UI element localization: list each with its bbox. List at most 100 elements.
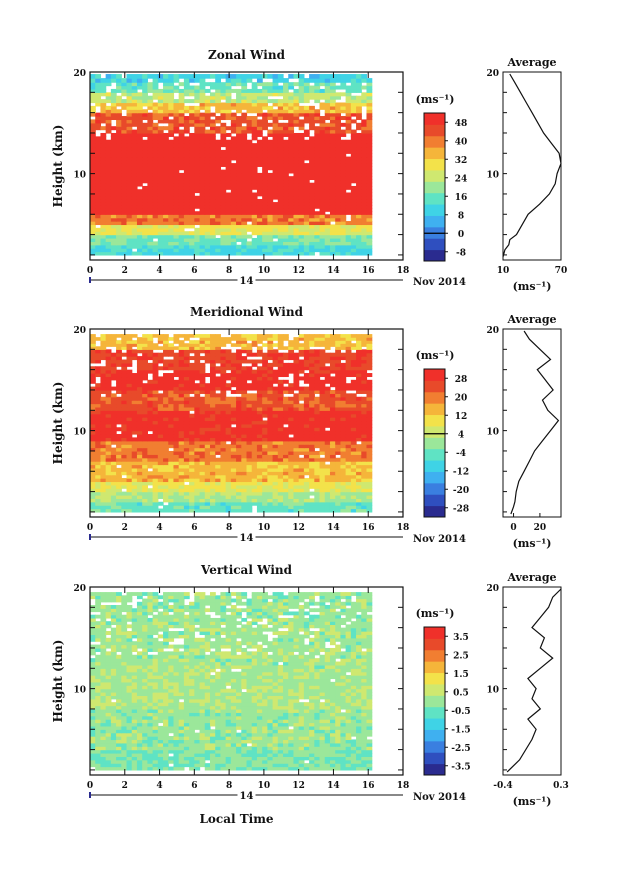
heatmap-cell [267, 420, 274, 425]
heatmap-cell [225, 95, 232, 100]
heatmap-cell [209, 211, 216, 215]
heatmap-cell [303, 393, 310, 398]
heatmap-cell [298, 182, 305, 187]
heatmap-cell [121, 383, 128, 388]
heatmap-cell [105, 481, 112, 486]
heatmap-cell [309, 169, 315, 174]
heatmap-cell [324, 498, 331, 503]
heatmap-cell [345, 403, 352, 408]
heatmap-cell [163, 234, 169, 239]
heatmap-cell [262, 461, 268, 466]
heatmap-cell [178, 389, 185, 394]
heatmap-cell [110, 386, 117, 391]
heatmap-cell [329, 403, 336, 408]
heatmap-cell [335, 481, 341, 486]
heatmap-cell [110, 185, 117, 190]
heatmap-cell [183, 172, 190, 177]
heatmap-cell [142, 217, 148, 222]
heatmap-cell [189, 396, 195, 401]
heatmap-cell [126, 488, 133, 493]
heatmap-cell [361, 156, 368, 161]
heatmap-cell [335, 383, 341, 388]
heatmap-cell [288, 430, 295, 435]
heatmap-cell [340, 501, 347, 506]
heatmap-cell [194, 437, 201, 442]
heatmap-cell [157, 447, 164, 452]
heatmap-cell [131, 78, 138, 83]
heatmap-cell [324, 444, 331, 449]
heatmap-cell [298, 447, 305, 452]
heatmap-cell [136, 454, 143, 459]
x-tick-label: 10 [258, 266, 271, 276]
heatmap-cell [246, 505, 253, 510]
heatmap-cell [152, 393, 159, 398]
heatmap-cell [293, 430, 300, 435]
heatmap-cell [314, 403, 321, 408]
heatmap-cell [178, 410, 185, 415]
heatmap-cell [163, 74, 169, 79]
heatmap-cell [131, 376, 138, 381]
heatmap-cell [267, 406, 274, 411]
heatmap-cell [251, 491, 258, 496]
heatmap-cell [262, 369, 268, 374]
day-label-bg [237, 274, 256, 286]
heatmap-cell [204, 163, 211, 167]
heatmap-cell [110, 176, 117, 181]
heatmap-cell [199, 505, 206, 510]
heatmap-cell [345, 471, 352, 476]
heatmap-cell [110, 78, 117, 83]
heatmap-cell [131, 417, 138, 422]
heatmap-cell [163, 195, 169, 200]
heatmap-cell [283, 420, 289, 425]
heatmap-cell [147, 227, 154, 232]
heatmap-cell [324, 406, 331, 411]
heatmap-cell [293, 195, 300, 200]
heatmap-cell [288, 217, 295, 222]
heatmap-cell [241, 159, 248, 164]
heatmap-cell [173, 373, 180, 378]
heatmap-cell [350, 237, 357, 242]
heatmap-cell [173, 474, 180, 479]
heatmap-cell [194, 248, 201, 253]
heatmap-cell [163, 389, 169, 394]
heatmap-cell [189, 467, 195, 472]
heatmap-cell [163, 82, 169, 87]
heatmap-cell [236, 217, 242, 222]
heatmap-cell [345, 192, 352, 197]
heatmap-cell [236, 481, 242, 486]
heatmap-cell [220, 231, 227, 236]
heatmap-cell [189, 85, 195, 90]
heatmap-cell [272, 373, 279, 378]
heatmap-cell [288, 99, 295, 104]
heatmap-cell [230, 251, 237, 256]
heatmap-cell [288, 484, 295, 489]
heatmap-cell [173, 484, 180, 489]
heatmap-cell [126, 129, 133, 134]
heatmap-cell [293, 82, 300, 87]
heatmap-cell [126, 192, 133, 197]
heatmap-cell [126, 498, 133, 503]
heatmap-cell [356, 231, 362, 236]
heatmap-cell [157, 95, 164, 100]
heatmap-cell [335, 376, 341, 381]
heatmap-cell [100, 474, 107, 479]
heatmap-cell [215, 440, 222, 445]
heatmap-cell [241, 102, 248, 107]
heatmap-cell [256, 440, 263, 445]
heatmap-cell [178, 105, 185, 110]
heatmap-cell [178, 136, 185, 141]
heatmap-cell [361, 74, 368, 79]
heatmap-cell [236, 444, 242, 449]
heatmap-cell [241, 105, 248, 110]
heatmap-cell [267, 373, 274, 378]
heatmap-cell [356, 132, 362, 137]
heatmap-cell [152, 498, 159, 503]
heatmap-cell [178, 82, 185, 87]
heatmap-cell [314, 153, 321, 158]
heatmap-cell [215, 369, 222, 374]
heatmap-cell [121, 467, 128, 472]
heatmap-cell [293, 192, 300, 197]
heatmap-cell [366, 172, 373, 177]
heatmap-cell [147, 185, 154, 190]
